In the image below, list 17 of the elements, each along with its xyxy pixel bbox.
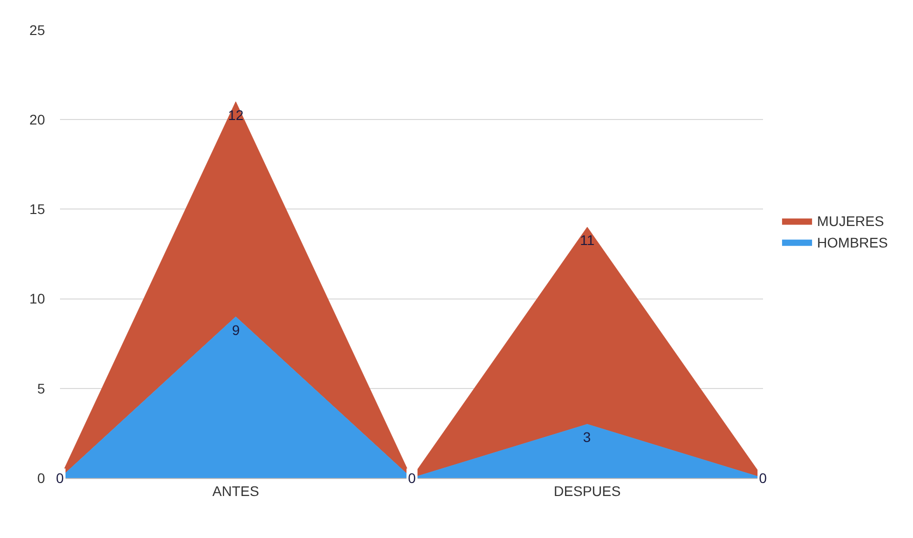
- data-label: 0: [408, 470, 416, 486]
- data-label: 11: [580, 232, 595, 248]
- x-tick-label: DESPUES: [554, 482, 621, 499]
- y-tick-label: 5: [37, 380, 46, 396]
- y-tick-label: 25: [29, 22, 46, 38]
- legend-label: HOMBRES: [817, 234, 888, 250]
- legend-label: MUJERES: [817, 213, 884, 230]
- y-tick-label: 15: [29, 201, 46, 218]
- data-label: 9: [232, 322, 240, 338]
- y-tick-label: 0: [37, 470, 46, 486]
- x-tick-label: ANTES: [212, 482, 260, 499]
- data-label: 0: [56, 470, 64, 486]
- data-label: 0: [759, 470, 767, 486]
- y-tick-label: 20: [29, 112, 46, 128]
- y-tick-label: 10: [29, 290, 46, 307]
- data-label: 12: [228, 107, 244, 123]
- data-label: 3: [583, 429, 591, 445]
